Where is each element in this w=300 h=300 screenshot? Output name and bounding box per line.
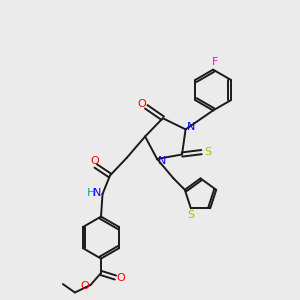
Text: N: N <box>93 188 101 198</box>
Text: N: N <box>187 122 195 132</box>
Text: S: S <box>187 210 194 220</box>
Text: O: O <box>116 273 125 283</box>
Text: F: F <box>212 57 218 67</box>
Text: O: O <box>137 99 146 109</box>
Text: S: S <box>204 146 211 157</box>
Text: N: N <box>158 156 166 166</box>
Text: O: O <box>80 280 89 291</box>
Text: H: H <box>87 188 95 198</box>
Text: O: O <box>90 156 99 166</box>
